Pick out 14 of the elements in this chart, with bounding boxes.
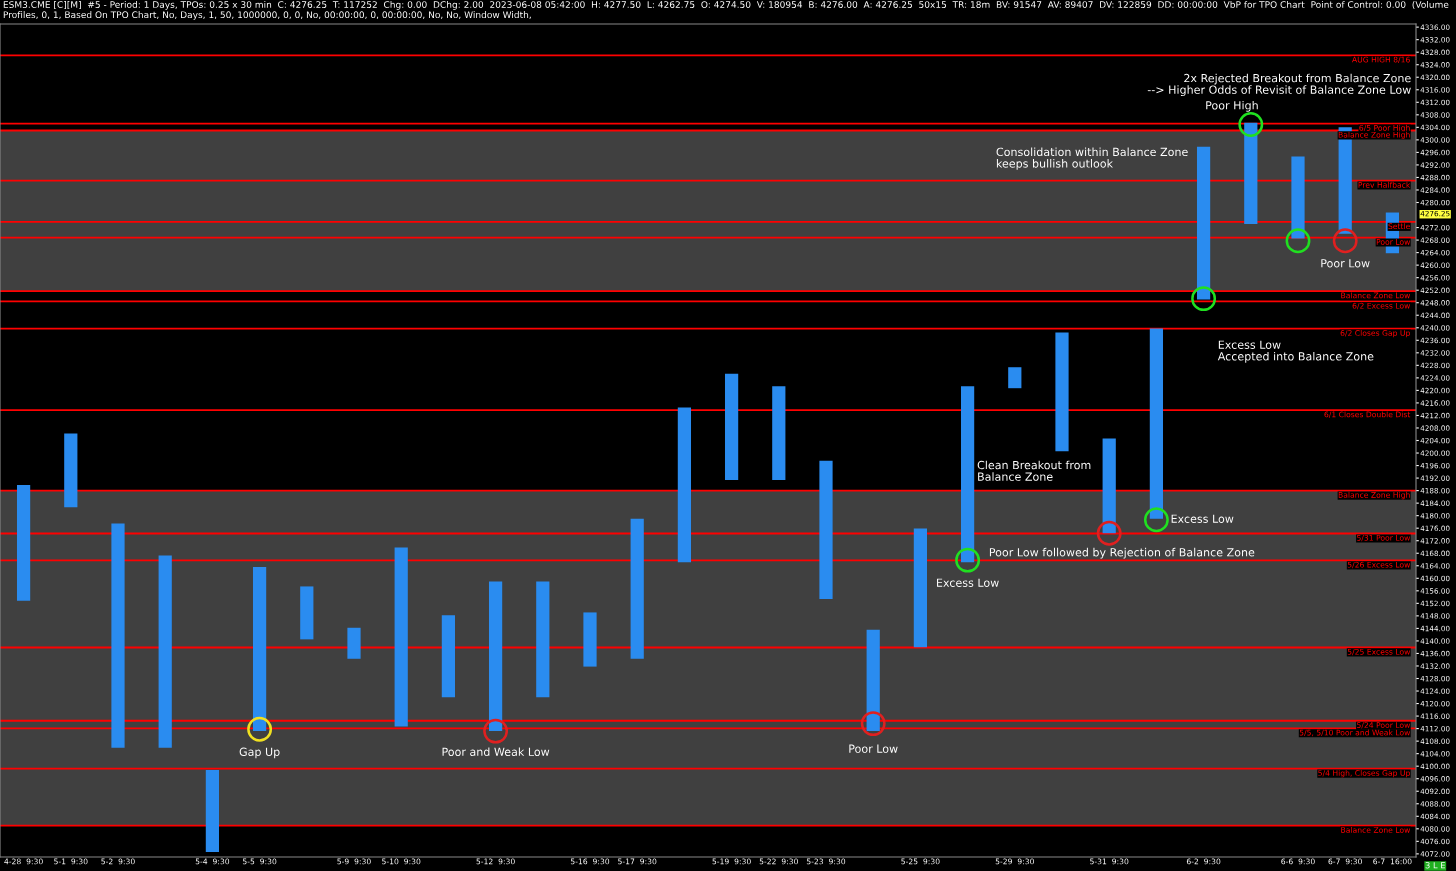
annotation: Excess Low [937, 578, 999, 587]
annotation: Poor Low followed by Rejection of Balance Zone [989, 547, 1255, 559]
annotation: Gap Up [239, 747, 280, 759]
annotation: Poor Low [849, 744, 898, 753]
annotation: Excess Low [1171, 514, 1234, 523]
chart-title: ESM3.CME [C][M] #5 - Period: 1 Days, TPOs: 0.25 x 30 min C: 4276.25 T: 117252 Chg: 0.00 DChg: 2.00 2023-06-08 05:42:00 H: 4277.50 L: 4262.75 O: 4274.50 V: 180954 B: 4276.00 A: 4276.25 50x15 TR: 18m BV: 91547 AV: 89407 DV: 122859 DD: 00:00:00 VbP for TPO Chart Point of Control: 0.00 (Volume Profiles, 0, 1, Based On TPO Chart, No, Days, 1, 50, 1000000, 0, 0, No, 00:00:00, 0, 00:00:00, No, No, Window Width, [3, 1, 1449, 20]
text: 3 L E [1425, 862, 1445, 869]
annotation: Excess Low Accepted into Balance Zone [1217, 340, 1374, 363]
annotation: Poor High [1206, 100, 1258, 112]
annotation: Poor and Weak Low [442, 747, 550, 756]
annotation: Consolidation within Balance Zone keeps bullish outlook [996, 147, 1188, 170]
annotation: 2x Rejected Breakout from Balance Zone --> Higher Odds of Revisit of Balance Zone Low [1147, 73, 1411, 97]
annotation: Poor Low [1321, 259, 1370, 268]
annotation: Clean Breakout from Balance Zone [977, 460, 1091, 481]
